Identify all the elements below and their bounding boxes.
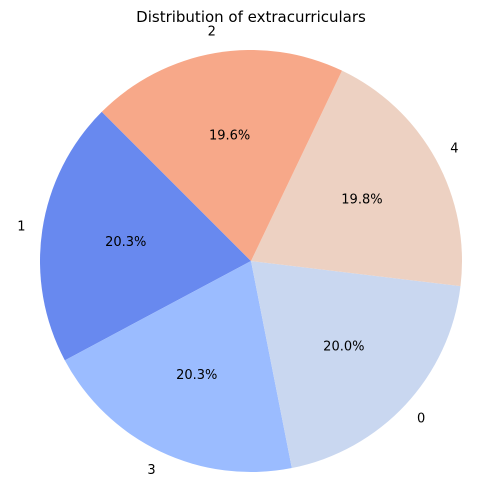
slice-percent-4: 19.8% (341, 193, 382, 208)
pie-labels: 1 20.3% 3 20.3% 0 20.0% 4 19.8% 2 19.6% (17, 25, 458, 478)
slice-label-3: 3 (147, 463, 155, 478)
slice-label-0: 0 (417, 411, 425, 426)
slice-label-2: 2 (208, 25, 216, 40)
pie-slice-4 (251, 70, 462, 287)
pie-slice-3 (64, 261, 292, 472)
pie-slices (39, 49, 462, 472)
slice-label-4: 4 (450, 142, 458, 157)
slice-percent-0: 20.0% (323, 340, 364, 355)
slice-label-1: 1 (17, 219, 25, 234)
slice-percent-1: 20.3% (105, 235, 146, 250)
pie-slice-2 (101, 49, 343, 262)
slice-percent-2: 19.6% (209, 129, 250, 144)
pie-slice-1 (39, 111, 251, 361)
chart-title: Distribution of extracurriculars (136, 8, 366, 26)
pie-slice-0 (251, 261, 461, 469)
slice-percent-3: 20.3% (176, 368, 217, 383)
